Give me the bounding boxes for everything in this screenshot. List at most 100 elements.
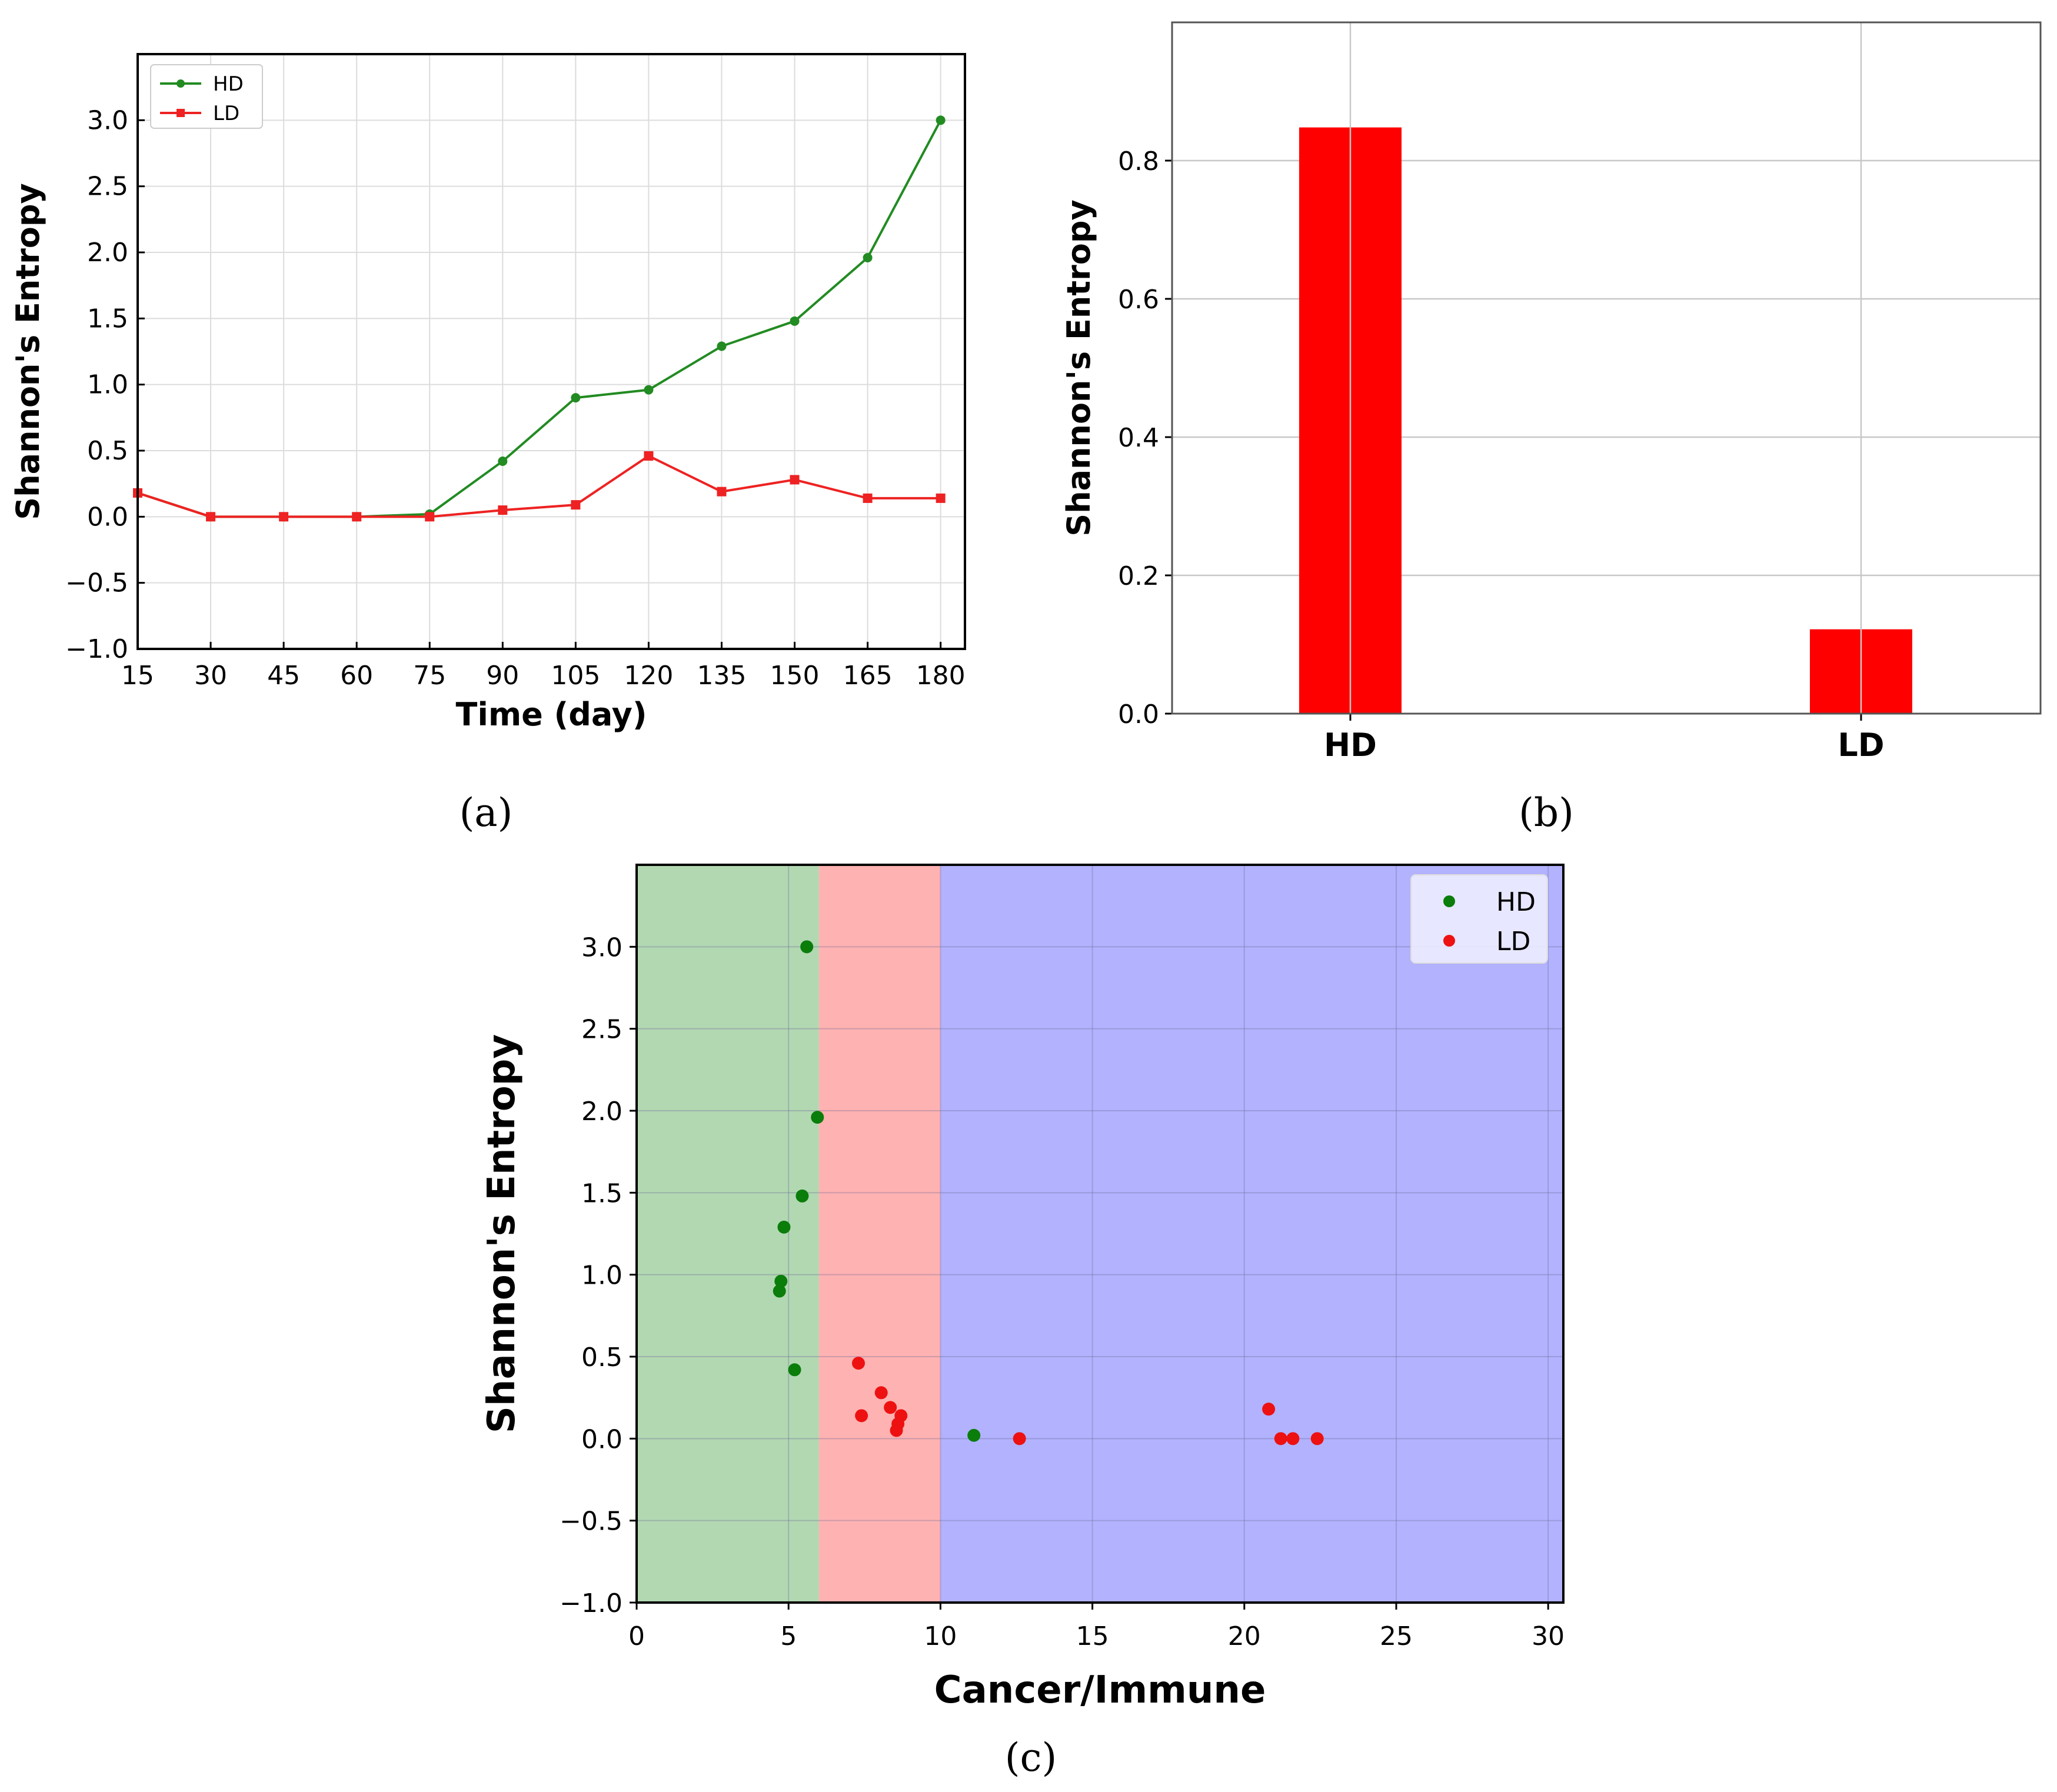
panel-c-point-LD	[1262, 1403, 1276, 1416]
panel-c-point-LD	[851, 1357, 865, 1370]
panel-b-x-tick-label: LD	[1838, 727, 1884, 764]
panel-a-point-HD	[863, 252, 873, 262]
panel-a-x-tick-label: 120	[624, 661, 673, 691]
panel-a-y-tick-label: 0.0	[87, 502, 128, 532]
panel-a-x-tick-label: 180	[916, 661, 966, 691]
panel-c-y-tick-label: 3.0	[581, 932, 623, 962]
panel-c-legend-marker-LD	[1443, 935, 1455, 947]
panel-c-x-axis-title: Cancer/Immune	[934, 1668, 1266, 1712]
panel-b-frame	[1171, 21, 2042, 715]
panel-b-y-axis-title: Shannon's Entropy	[1060, 199, 1097, 536]
panel-c-y-tick-label: 0.5	[581, 1343, 623, 1373]
panel-a-label: (a)	[460, 790, 513, 835]
panel-c-point-LD	[874, 1386, 888, 1400]
panel-a-y-tick-label: −1.0	[65, 634, 128, 664]
panel-c-point-LD	[855, 1409, 868, 1423]
panel-c-frame	[635, 864, 1565, 1604]
panel-a-y-tick-label: 2.0	[87, 238, 128, 268]
panel-a-x-tick-label: 165	[843, 661, 893, 691]
panel-a-legend-marker-LD	[177, 109, 185, 117]
panel-a-point-HD	[717, 341, 727, 351]
panel-a-series-line-LD	[137, 454, 941, 518]
panel-c-region	[818, 865, 941, 1603]
panel-a-point-LD	[936, 493, 946, 503]
panel-a-x-tick-label: 90	[486, 661, 519, 691]
panel-a-legend-marker-HD	[177, 79, 185, 88]
panel-a-y-tick-label: 1.5	[87, 304, 128, 334]
panel-c-y-tick-label: 2.5	[581, 1015, 623, 1045]
panel-a-y-tick-label: 1.0	[87, 370, 128, 400]
panel-b-x-tick-label: HD	[1324, 727, 1377, 764]
panel-c-y-tick-label: 1.0	[581, 1261, 623, 1291]
panel-b-y-tick-label: 0.2	[1118, 561, 1159, 591]
panel-a-point-LD	[425, 512, 435, 522]
panel-a-point-LD	[717, 487, 727, 497]
panel-a-point-HD	[644, 385, 654, 395]
panel-b-y-tick-label: 0.8	[1118, 146, 1159, 176]
panel-c-point-HD	[788, 1363, 801, 1377]
panel-a-x-tick-label: 105	[551, 661, 600, 691]
panel-c-y-tick-label: −0.5	[560, 1507, 623, 1537]
panel-c-legend-label: HD	[1496, 887, 1536, 917]
panel-c-point-LD	[890, 1424, 903, 1437]
panel-a-point-HD	[498, 456, 508, 466]
panel-a-point-LD	[498, 505, 508, 515]
panel-a-y-tick-label: 2.5	[87, 172, 128, 202]
panel-a-point-LD	[279, 512, 289, 522]
panel-c-legend-label: LD	[1496, 927, 1530, 957]
panel-c-point-HD	[773, 1284, 786, 1298]
panel-a-frame	[137, 53, 966, 650]
panel-c-point-LD	[1286, 1432, 1300, 1445]
panel-c-region	[637, 865, 819, 1603]
panel-b-y-tick-label: 0.4	[1118, 423, 1159, 453]
panel-c-x-tick-label: 25	[1380, 1621, 1413, 1651]
panel-c-x-tick-label: 15	[1076, 1621, 1109, 1651]
panel-a-x-tick-label: 75	[413, 661, 446, 691]
panel-c-region	[940, 865, 1563, 1603]
panel-a-x-axis-title: Time (day)	[455, 696, 647, 733]
panel-a-y-axis-title: Shannon's Entropy	[9, 183, 46, 519]
panel-c-y-tick-label: 1.5	[581, 1178, 623, 1208]
panel-a-point-LD	[644, 451, 654, 461]
panel-c-y-tick-label: −1.0	[560, 1588, 623, 1618]
panel-b-y-tick-label: 0.0	[1118, 700, 1159, 730]
panel-a-y-tick-label: 0.5	[87, 436, 128, 466]
panel-a-point-HD	[936, 115, 946, 125]
panel-a-y-tick-label: 3.0	[87, 105, 128, 135]
panel-c-y-axis-title: Shannon's Entropy	[480, 1034, 524, 1433]
panel-c-point-HD	[795, 1189, 809, 1203]
panel-b: 0.0 0.2 0.4 0.6 0.8 HD LD Shannon's Entropy (b)	[1060, 21, 2042, 835]
panel-c-x-tick-label: 0	[628, 1621, 645, 1651]
panel-c-point-LD	[1274, 1432, 1287, 1445]
panel-c-point-LD	[1013, 1432, 1026, 1445]
panel-c-point-HD	[967, 1428, 981, 1442]
panel-a: 15 30 45 60 75 90 105 120 135 150 165 180 −1.0 −0.5 0.…	[9, 53, 966, 835]
panel-a-legend-label: LD	[213, 102, 239, 125]
panel-a-point-LD	[206, 512, 216, 522]
panel-a-point-HD	[571, 393, 581, 403]
panel-c-point-HD	[800, 940, 814, 954]
panel-a-legend	[150, 64, 263, 129]
panel-b-y-tick-label: 0.6	[1118, 285, 1159, 315]
panel-c-x-tick-label: 10	[924, 1621, 957, 1651]
panel-a-point-LD	[863, 493, 873, 503]
panel-a-legend-label: HD	[213, 72, 244, 96]
panel-a-point-HD	[790, 316, 800, 326]
panel-a-x-tick-label: 30	[194, 661, 227, 691]
panel-c-x-tick-label: 20	[1228, 1621, 1261, 1651]
panel-c-point-HD	[774, 1274, 788, 1288]
panel-a-x-tick-label: 135	[697, 661, 746, 691]
panel-c-legend-marker-HD	[1443, 895, 1455, 907]
panel-a-x-tick-label: 60	[340, 661, 373, 691]
panel-a-x-tick-label: 150	[770, 661, 820, 691]
panel-c-point-HD	[811, 1111, 824, 1124]
panel-a-y-tick-label: −0.5	[65, 568, 128, 598]
panel-c-point-HD	[777, 1220, 791, 1234]
panel-c-x-tick-label: 30	[1532, 1621, 1565, 1651]
panel-a-x-tick-label: 15	[121, 661, 154, 691]
panel-a-point-LD	[352, 512, 362, 522]
panel-a-x-tick-label: 45	[267, 661, 300, 691]
panel-c-point-LD	[884, 1401, 897, 1414]
panel-a-point-LD	[790, 475, 800, 485]
